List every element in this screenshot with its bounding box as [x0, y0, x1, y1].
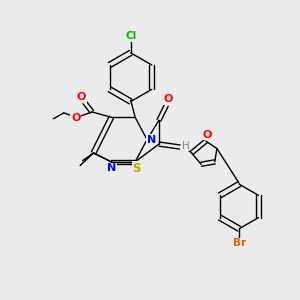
Text: H: H	[182, 141, 190, 151]
Text: Cl: Cl	[125, 32, 136, 41]
Text: O: O	[163, 94, 172, 104]
Text: Br: Br	[232, 238, 246, 248]
Text: N: N	[107, 164, 116, 173]
Text: O: O	[203, 130, 212, 140]
Text: N: N	[147, 135, 156, 145]
Text: S: S	[132, 162, 141, 175]
Text: O: O	[77, 92, 86, 102]
Text: O: O	[71, 112, 80, 123]
